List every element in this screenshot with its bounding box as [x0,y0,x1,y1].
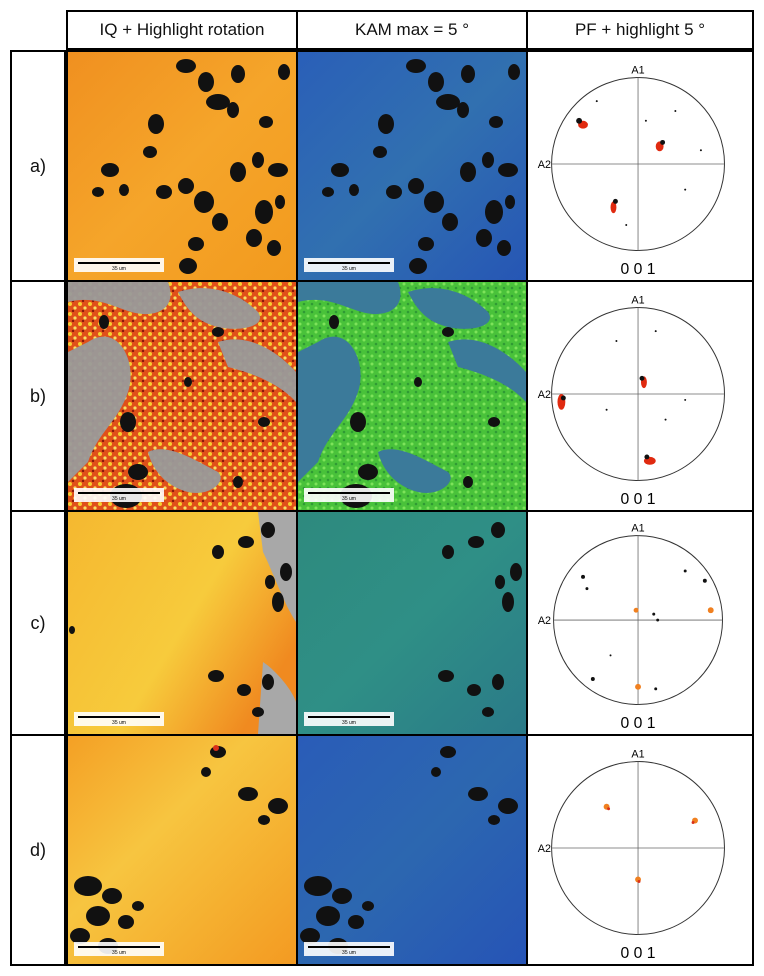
pole-figure-label: 0 0 1 [621,945,656,962]
row-label-d: d) [10,734,66,966]
row-label-c: c) [10,510,66,736]
axis-label-a1: A1 [631,523,644,535]
scale-bar-label: 35 um [342,266,356,272]
kam-map-a: 35 um [296,50,528,282]
scale-bar-label: 35 um [112,496,126,502]
scale-bar-label: 35 um [342,950,356,956]
pole-figure-label: 0 0 1 [621,261,656,278]
kam-map-d: 35 um [296,734,528,966]
column-header-pf: PF + highlight 5 ° [526,10,754,50]
row-label-b: b) [10,280,66,512]
axis-label-a2: A2 [538,615,551,627]
kam-map-c: 35 um [296,510,528,736]
scale-bar-label: 35 um [342,496,356,502]
pole-figure-b: A1 A2 0 0 1 [526,280,754,512]
pole-figure-c: A1 A2 0 0 1 [526,510,754,736]
pole-figure-a: A1 A2 0 0 1 [526,50,754,282]
kam-map-b: 35 um [296,280,528,512]
precipitates [92,59,290,274]
axis-label-a1: A1 [631,295,644,307]
column-header-iq: IQ + Highlight rotation [66,10,298,50]
scale-bar-label: 35 um [112,720,126,726]
iq-map-a: 35 um [66,50,298,282]
pole-figure-label: 0 0 1 [621,715,656,732]
scale-bar-label: 35 um [112,950,126,956]
axis-label-a2: A2 [538,159,551,171]
axis-label-a1: A1 [631,65,644,77]
scale-bar-label: 35 um [342,720,356,726]
row-label-a: a) [10,50,66,282]
column-header-kam: KAM max = 5 ° [296,10,528,50]
pole-figure-d: A1 A2 0 0 1 [526,734,754,966]
pole-figure-label: 0 0 1 [621,491,656,508]
axis-label-a1: A1 [631,749,644,761]
iq-map-c: 35 um [66,510,298,736]
axis-label-a2: A2 [538,389,551,401]
axis-label-a2: A2 [538,843,551,855]
iq-map-d: 35 um [66,734,298,966]
scale-bar-label: 35 um [112,266,126,272]
header-corner [10,10,66,50]
iq-map-b: 35 um [66,280,298,512]
